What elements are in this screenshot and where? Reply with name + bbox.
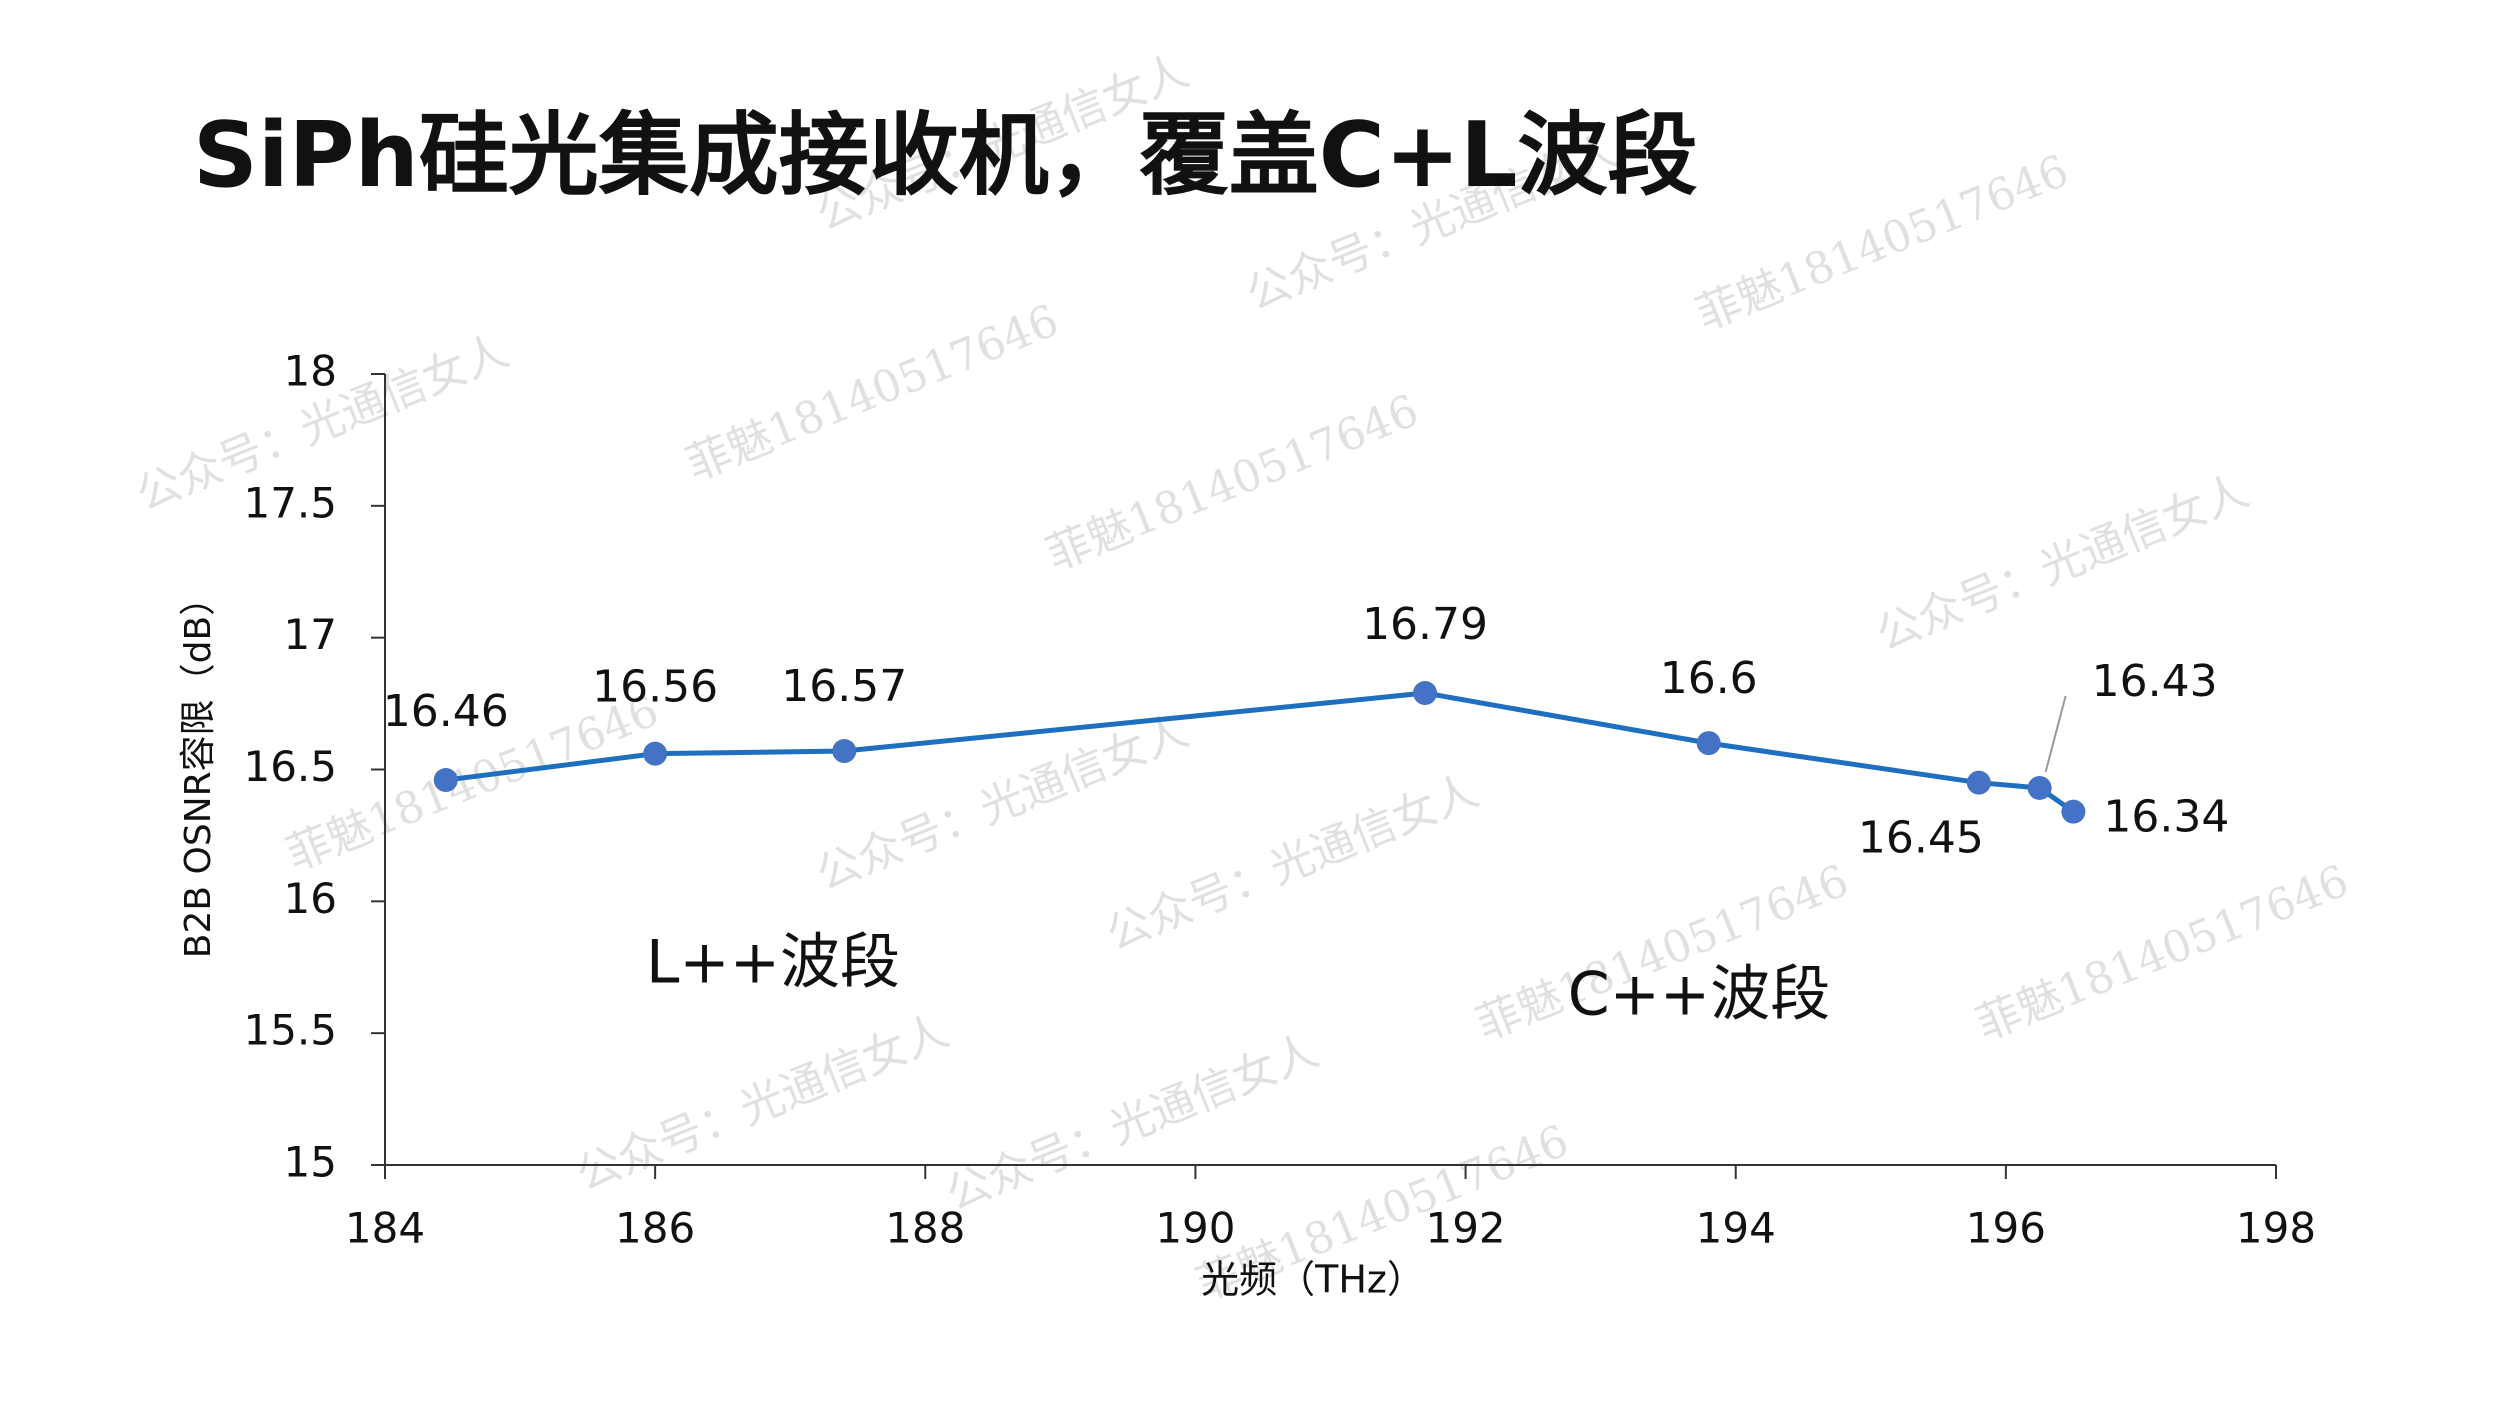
chart-title: SiPh硅光集成接收机，覆盖C+L波段 <box>193 103 1698 208</box>
y-axis-title: B2B OSNR容限（dB） <box>178 580 219 958</box>
data-point <box>433 768 458 793</box>
data-label: 16.79 <box>1362 599 1488 650</box>
data-label: 16.56 <box>592 662 718 713</box>
data-point <box>1413 681 1438 706</box>
y-tick-label: 15.5 <box>243 1006 337 1055</box>
y-tick-label: 17.5 <box>243 478 337 527</box>
y-tick-label: 16.5 <box>243 742 337 791</box>
data-point <box>1966 770 1991 795</box>
watermark: 菲魅18140517646 <box>679 295 1065 491</box>
x-tick-label: 186 <box>615 1204 695 1253</box>
data-point <box>832 739 857 764</box>
y-tick-label: 18 <box>284 347 337 396</box>
x-tick-label: 196 <box>1966 1204 2046 1253</box>
annotation: L++波段 <box>646 928 900 998</box>
leader-line <box>2044 695 2067 773</box>
y-tick-label: 17 <box>284 610 337 659</box>
x-axis-title: 光频（THz） <box>1201 1258 1425 1302</box>
watermark: 菲魅18140517646 <box>1689 145 2075 341</box>
x-tick-label: 190 <box>1155 1204 1235 1253</box>
annotation: C++波段 <box>1568 960 1830 1030</box>
watermark: 菲魅18140517646 <box>1039 385 1425 581</box>
watermark: 公众号：光通信女人 <box>569 1005 955 1201</box>
data-point <box>643 741 668 766</box>
watermark: 公众号：光通信女人 <box>1099 765 1485 961</box>
data-label: 16.43 <box>2092 656 2218 707</box>
watermark: 公众号：光通信女人 <box>1869 465 2255 661</box>
y-tick-label: 15 <box>284 1138 337 1187</box>
x-tick-label: 188 <box>885 1204 965 1253</box>
data-label: 16.45 <box>1858 813 1984 864</box>
data-label: 16.46 <box>383 686 509 737</box>
data-point <box>2061 799 2086 824</box>
data-label: 16.34 <box>2103 792 2229 843</box>
x-tick-label: 198 <box>2236 1204 2316 1253</box>
x-tick-label: 184 <box>345 1204 425 1253</box>
watermark: 公众号：光通信女人 <box>939 1025 1325 1221</box>
data-label: 16.6 <box>1660 653 1758 704</box>
x-tick-label: 194 <box>1696 1204 1776 1253</box>
x-tick-label: 192 <box>1425 1204 1505 1253</box>
data-point <box>2027 775 2052 800</box>
data-label: 16.57 <box>781 661 907 712</box>
watermark: 菲魅18140517646 <box>1969 855 2355 1051</box>
data-point <box>1696 731 1721 756</box>
y-tick-label: 16 <box>284 874 337 923</box>
